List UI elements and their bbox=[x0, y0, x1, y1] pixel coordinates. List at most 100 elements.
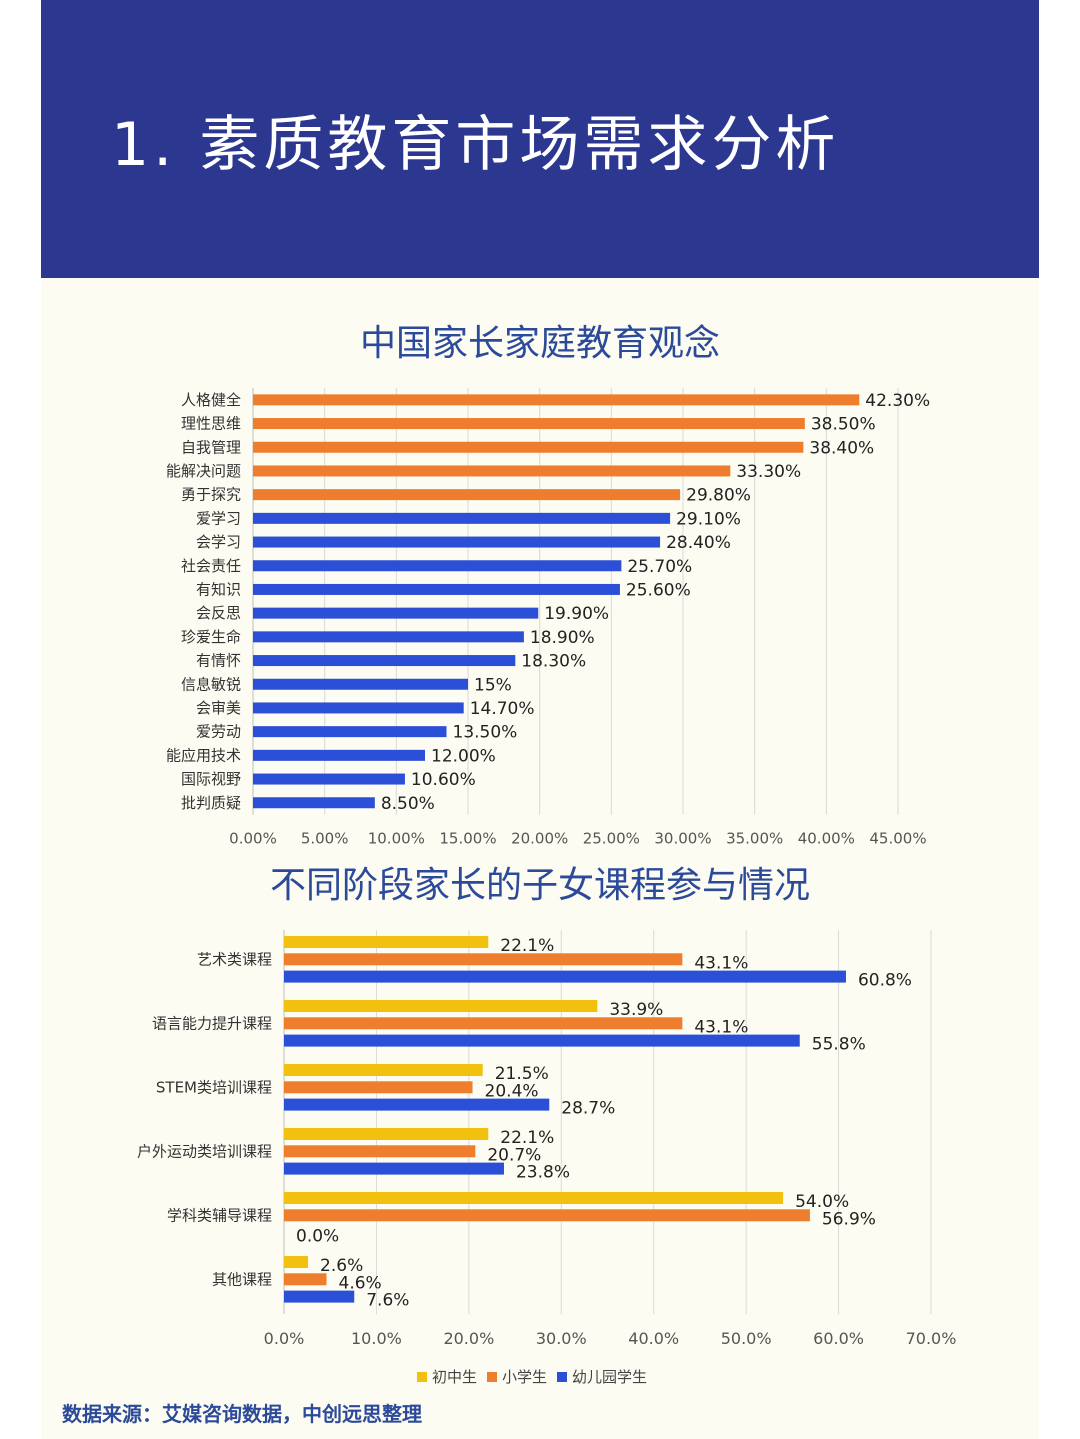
x-tick-label: 60.0% bbox=[813, 1329, 864, 1348]
category-label: 人格健全 bbox=[181, 391, 241, 409]
data-label: 18.90% bbox=[530, 628, 595, 648]
bar-小学生 bbox=[284, 1081, 473, 1094]
category-label: 勇于探究 bbox=[181, 486, 241, 504]
bar bbox=[253, 655, 516, 667]
bar bbox=[253, 726, 447, 738]
bar-幼儿园学生 bbox=[284, 1098, 550, 1111]
category-label: 国际视野 bbox=[181, 770, 241, 788]
bar bbox=[253, 607, 539, 619]
legend-swatch bbox=[417, 1372, 427, 1382]
bar bbox=[253, 512, 671, 524]
chart1-title: 中国家长家庭教育观念 bbox=[359, 323, 720, 364]
bar-小学生 bbox=[284, 1273, 327, 1286]
data-label: 25.60% bbox=[626, 580, 691, 600]
data-label: 23.8% bbox=[516, 1163, 570, 1183]
data-label: 25.70% bbox=[627, 557, 692, 577]
x-tick-label: 0.00% bbox=[229, 830, 277, 848]
data-label: 43.1% bbox=[694, 1017, 748, 1037]
x-tick-label: 45.00% bbox=[869, 830, 926, 848]
bar bbox=[253, 394, 860, 406]
bar-小学生 bbox=[284, 1209, 810, 1222]
bar bbox=[253, 560, 622, 572]
category-label: 艺术类课程 bbox=[197, 950, 272, 968]
chart2-course-participation: 0.0% 10.0% 20.0% 30.0% 40.0% 50.0% 60.0% 70.0% 艺… bbox=[137, 930, 957, 1386]
bar-初中生 bbox=[284, 1000, 598, 1012]
category-label: 会学习 bbox=[196, 533, 241, 551]
bar bbox=[253, 678, 468, 690]
x-tick-label: 0.0% bbox=[264, 1329, 305, 1348]
data-label: 0.0% bbox=[296, 1227, 339, 1247]
bar-幼儿园学生 bbox=[284, 1162, 504, 1175]
data-label: 21.5% bbox=[495, 1064, 549, 1084]
category-label: 社会责任 bbox=[181, 557, 241, 575]
data-label: 22.1% bbox=[500, 936, 554, 956]
data-label: 13.50% bbox=[453, 723, 518, 743]
x-tick-label: 5.00% bbox=[301, 830, 349, 848]
data-label: 15% bbox=[474, 675, 512, 695]
legend-label: 小学生 bbox=[502, 1368, 547, 1386]
category-label: 学科类辅导课程 bbox=[167, 1206, 272, 1224]
data-label: 10.60% bbox=[411, 770, 476, 790]
category-label: 理性思维 bbox=[181, 415, 241, 433]
data-label: 19.90% bbox=[544, 604, 609, 624]
x-tick-label: 25.00% bbox=[583, 830, 640, 848]
data-label: 14.70% bbox=[470, 699, 535, 719]
data-label: 12.00% bbox=[431, 746, 496, 766]
x-tick-label: 30.0% bbox=[536, 1329, 587, 1348]
category-label: 信息敏锐 bbox=[181, 675, 241, 693]
x-tick-label: 50.0% bbox=[721, 1329, 772, 1348]
category-label: 户外运动类培训课程 bbox=[137, 1142, 272, 1160]
bar-小学生 bbox=[284, 953, 683, 966]
data-label: 20.4% bbox=[485, 1081, 539, 1101]
x-tick-label: 20.0% bbox=[443, 1329, 494, 1348]
x-tick-label: 40.00% bbox=[798, 830, 855, 848]
x-tick-label: 10.0% bbox=[351, 1329, 402, 1348]
data-label: 20.7% bbox=[487, 1145, 541, 1165]
data-label: 42.30% bbox=[865, 391, 930, 411]
category-label: 有知识 bbox=[196, 580, 241, 598]
category-label: 语言能力提升课程 bbox=[152, 1014, 272, 1032]
data-label: 55.8% bbox=[812, 1035, 866, 1055]
data-label: 29.10% bbox=[676, 509, 741, 529]
bar-幼儿园学生 bbox=[284, 970, 846, 983]
bar bbox=[253, 441, 804, 453]
bar-小学生 bbox=[284, 1145, 476, 1158]
bar-初中生 bbox=[284, 1256, 309, 1268]
data-label: 38.50% bbox=[811, 415, 876, 435]
data-label: 22.1% bbox=[500, 1128, 554, 1148]
data-label: 8.50% bbox=[381, 794, 435, 814]
legend-label: 初中生 bbox=[432, 1368, 477, 1386]
category-label: 爱学习 bbox=[196, 509, 241, 527]
data-label: 2.6% bbox=[320, 1256, 363, 1276]
x-tick-label: 30.00% bbox=[654, 830, 711, 848]
category-label: 批判质疑 bbox=[181, 794, 241, 812]
bar bbox=[253, 536, 661, 548]
data-label: 56.9% bbox=[822, 1209, 876, 1229]
bar-初中生 bbox=[284, 1192, 784, 1204]
bar bbox=[253, 418, 805, 430]
legend-label: 幼儿园学生 bbox=[572, 1368, 647, 1386]
x-tick-label: 15.00% bbox=[439, 830, 496, 848]
data-label: 29.80% bbox=[686, 486, 751, 506]
data-label: 18.30% bbox=[521, 652, 586, 672]
bar-幼儿园学生 bbox=[284, 1034, 800, 1047]
category-label: 有情怀 bbox=[196, 652, 241, 670]
data-label: 4.6% bbox=[339, 1273, 382, 1293]
bar bbox=[253, 465, 731, 477]
bar bbox=[253, 702, 464, 714]
bar-初中生 bbox=[284, 1064, 483, 1076]
x-tick-label: 10.00% bbox=[368, 830, 425, 848]
bar-初中生 bbox=[284, 936, 489, 948]
x-tick-label: 70.0% bbox=[906, 1329, 957, 1348]
bar bbox=[253, 489, 681, 501]
data-label: 60.8% bbox=[858, 971, 912, 991]
data-label: 33.30% bbox=[736, 462, 801, 482]
data-label: 28.40% bbox=[666, 533, 731, 553]
data-source-note: 数据来源：艾媒咨询数据，中创远思整理 bbox=[62, 1402, 422, 1426]
data-label: 38.40% bbox=[809, 438, 874, 458]
category-label: 会审美 bbox=[196, 699, 241, 717]
legend-swatch bbox=[487, 1372, 497, 1382]
header-banner: 1. 素质教育市场需求分析 bbox=[41, 0, 1039, 278]
bar bbox=[253, 773, 405, 785]
data-label: 28.7% bbox=[561, 1099, 615, 1119]
